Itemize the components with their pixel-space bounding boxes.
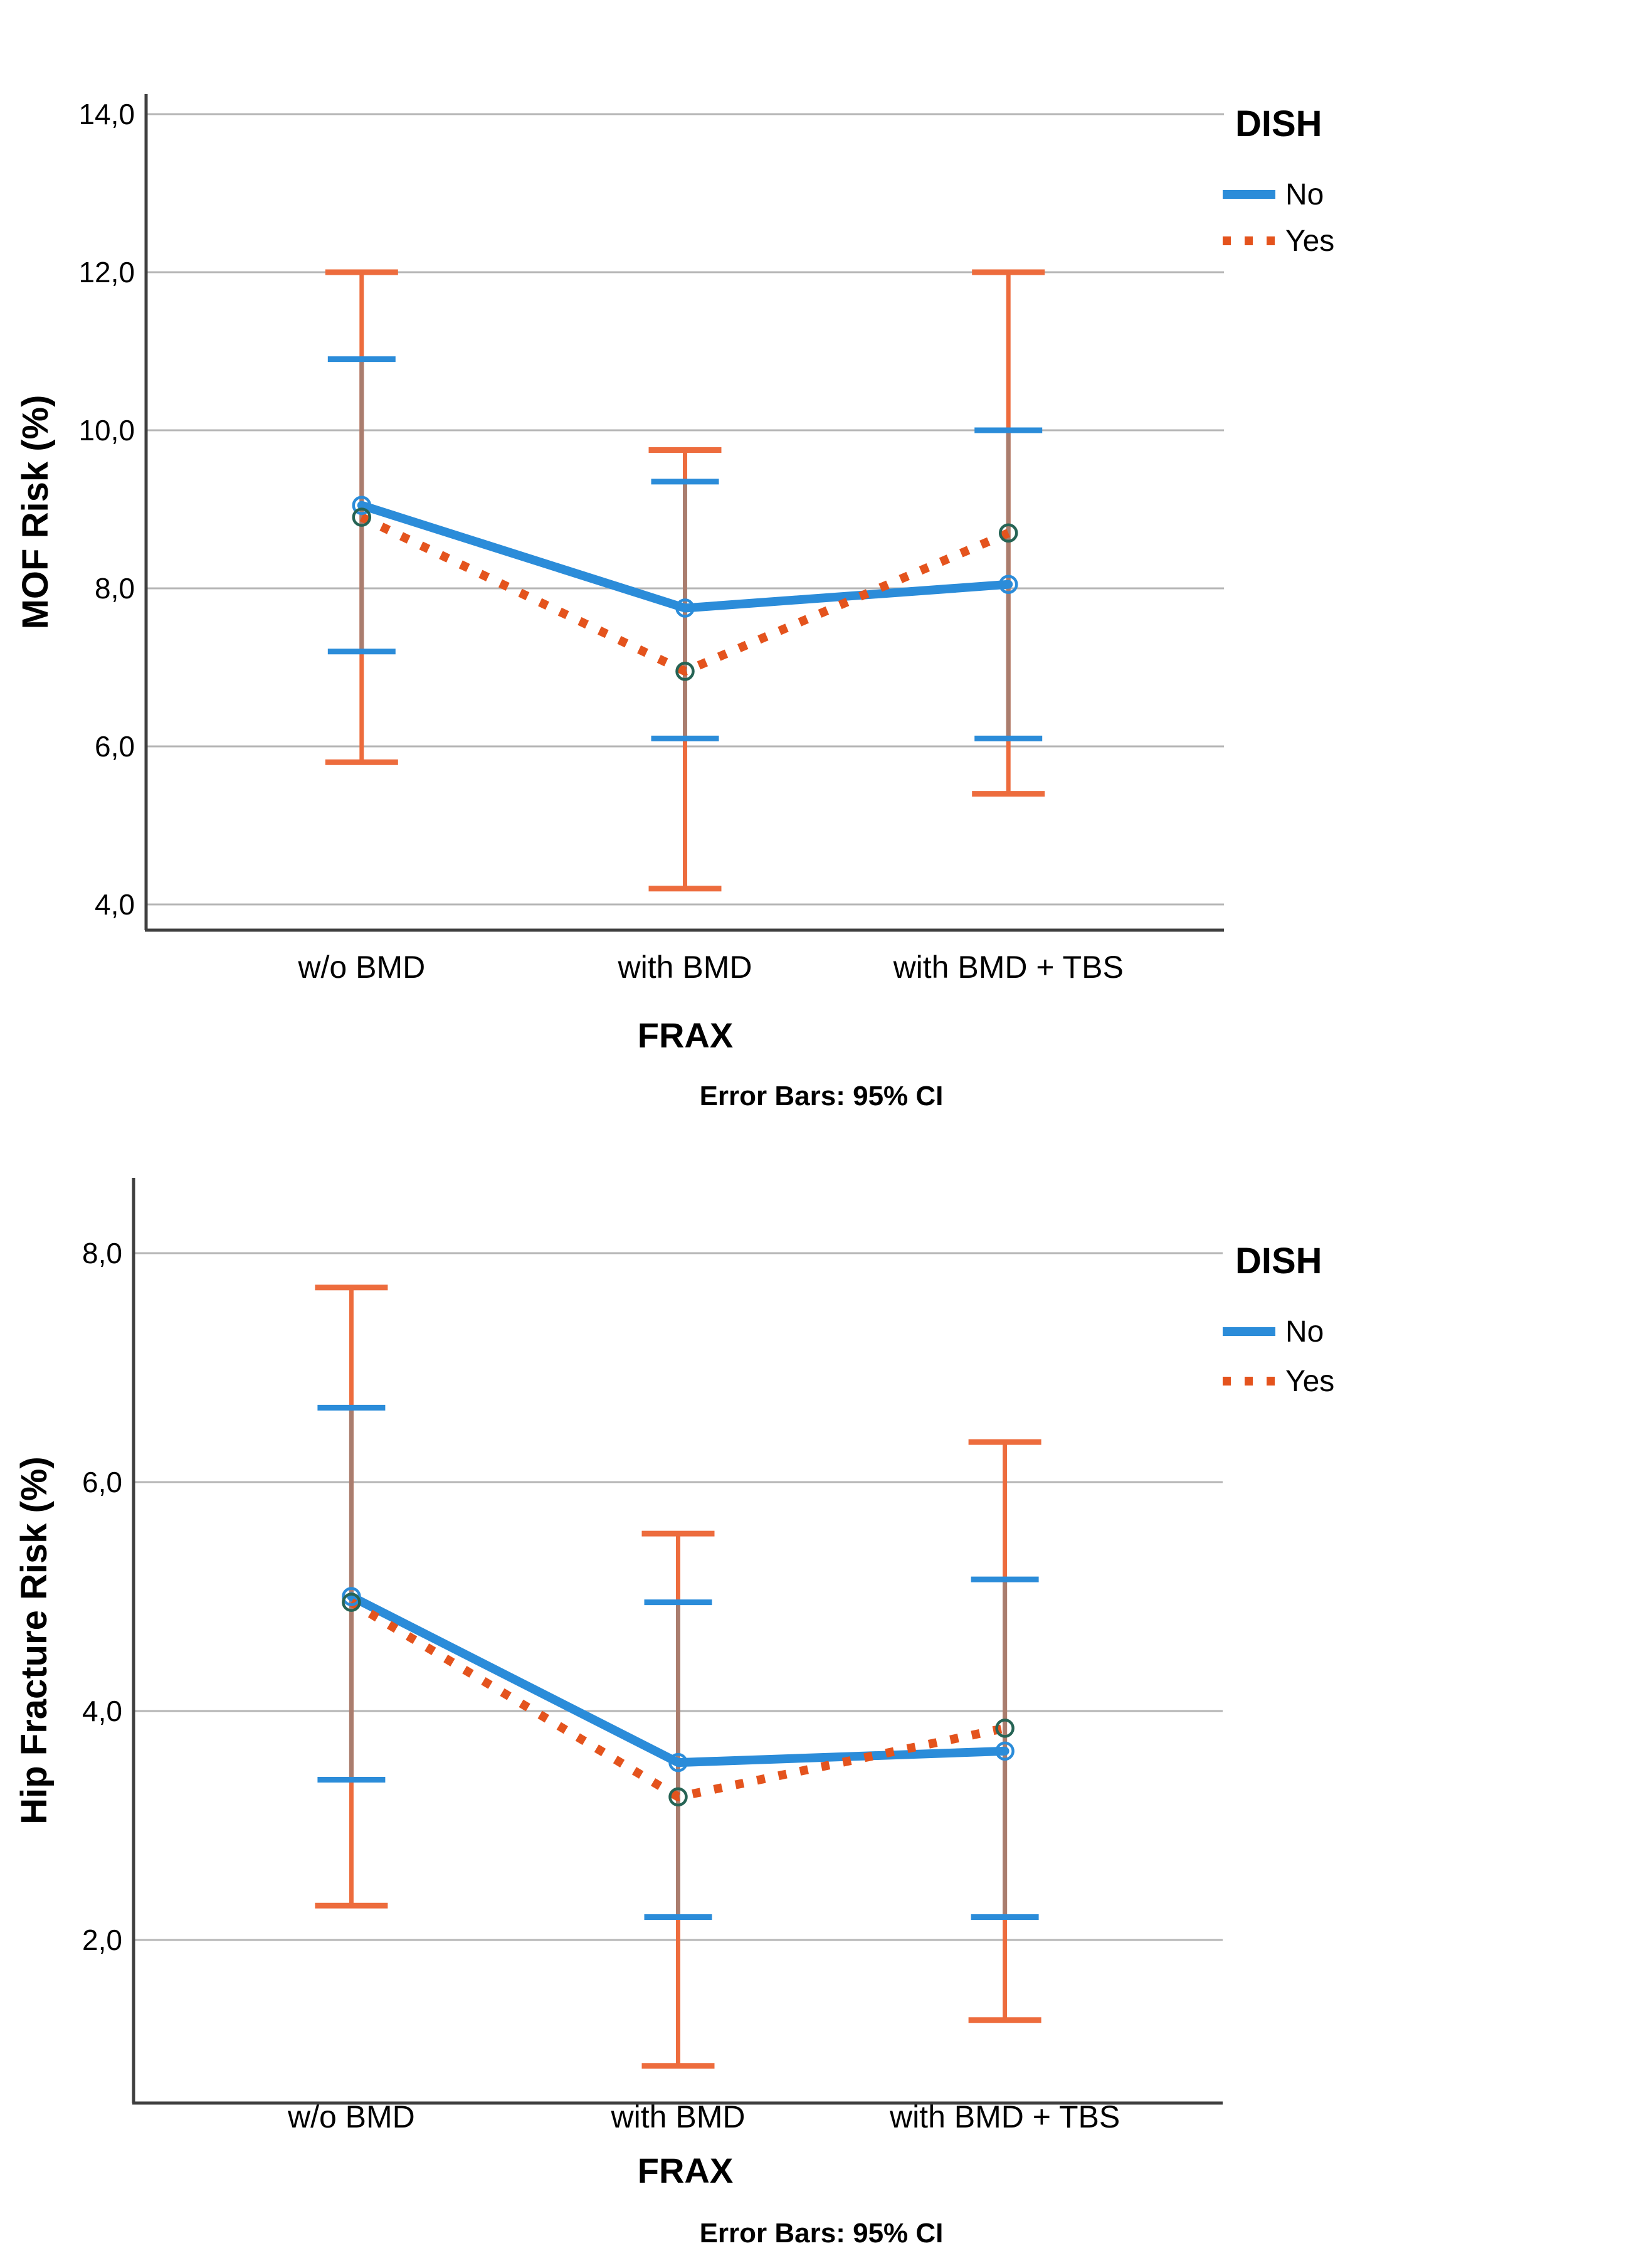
x-axis-title: FRAX — [638, 2151, 733, 2190]
series-line-no — [347, 1592, 1010, 1767]
data-point-marker-no — [675, 598, 695, 618]
data-point-marker-yes — [668, 1787, 688, 1807]
series-line-yes — [349, 1598, 1006, 1801]
legend-title: DISH — [1235, 1241, 1322, 1281]
data-point-marker-no — [352, 495, 372, 515]
data-point-marker-yes — [675, 662, 695, 681]
y-axis-title: Hip Fracture Risk (%) — [14, 1456, 55, 1825]
x-category-label: with BMD + TBS — [893, 950, 1124, 985]
legend-label-yes: Yes — [1285, 225, 1334, 258]
y-tick-label: 10,0 — [78, 414, 135, 447]
y-tick-label: 6,0 — [82, 1466, 122, 1498]
data-point-marker-no — [995, 1741, 1015, 1761]
legend-title: DISH — [1235, 103, 1322, 144]
y-tick-label: 4,0 — [82, 1695, 122, 1727]
x-category-label: w/o BMD — [287, 2099, 415, 2134]
data-point-marker-no — [342, 1587, 361, 1606]
series-line-no — [357, 501, 1013, 613]
y-tick-label: 14,0 — [78, 98, 135, 130]
y-axis-title: MOF Risk (%) — [15, 395, 56, 630]
legend-label-no: No — [1285, 178, 1324, 211]
data-point-marker-yes — [995, 1719, 1015, 1738]
legend-label-yes: Yes — [1285, 1365, 1334, 1398]
data-point-marker-yes — [342, 1592, 361, 1612]
error-bars-caption: Error Bars: 95% CI — [700, 1081, 944, 1111]
x-category-label: w/o BMD — [297, 950, 425, 985]
hip-fracture-risk-chart: 8,0 6,0 4,0 2,0 Hip Fracture Risk (%) w/o BMD… — [14, 1178, 1334, 2249]
x-axis-title: FRAX — [638, 1015, 733, 1055]
x-category-label: with BMD + TBS — [889, 2099, 1120, 2134]
y-tick-label: 12,0 — [78, 256, 135, 289]
data-point-marker-no — [998, 575, 1018, 594]
legend-label-no: No — [1285, 1315, 1324, 1349]
y-tick-label: 2,0 — [82, 1924, 122, 1956]
data-point-marker-no — [668, 1752, 688, 1773]
error-bars-caption: Error Bars: 95% CI — [700, 2218, 944, 2249]
y-tick-label: 8,0 — [82, 1237, 122, 1269]
data-point-marker-yes — [998, 523, 1018, 543]
mof-risk-chart: 14,0 12,0 10,0 8,0 6,0 4,0 MOF Risk (%) w/o BMD… — [15, 94, 1334, 1111]
y-tick-label: 6,0 — [95, 730, 135, 763]
y-tick-label: 4,0 — [95, 888, 135, 921]
series-line-yes — [359, 513, 1010, 676]
x-category-label: with BMD — [611, 2099, 746, 2134]
y-tick-label: 8,0 — [95, 572, 135, 605]
data-point-marker-yes — [352, 507, 372, 527]
x-category-label: with BMD — [618, 950, 752, 985]
